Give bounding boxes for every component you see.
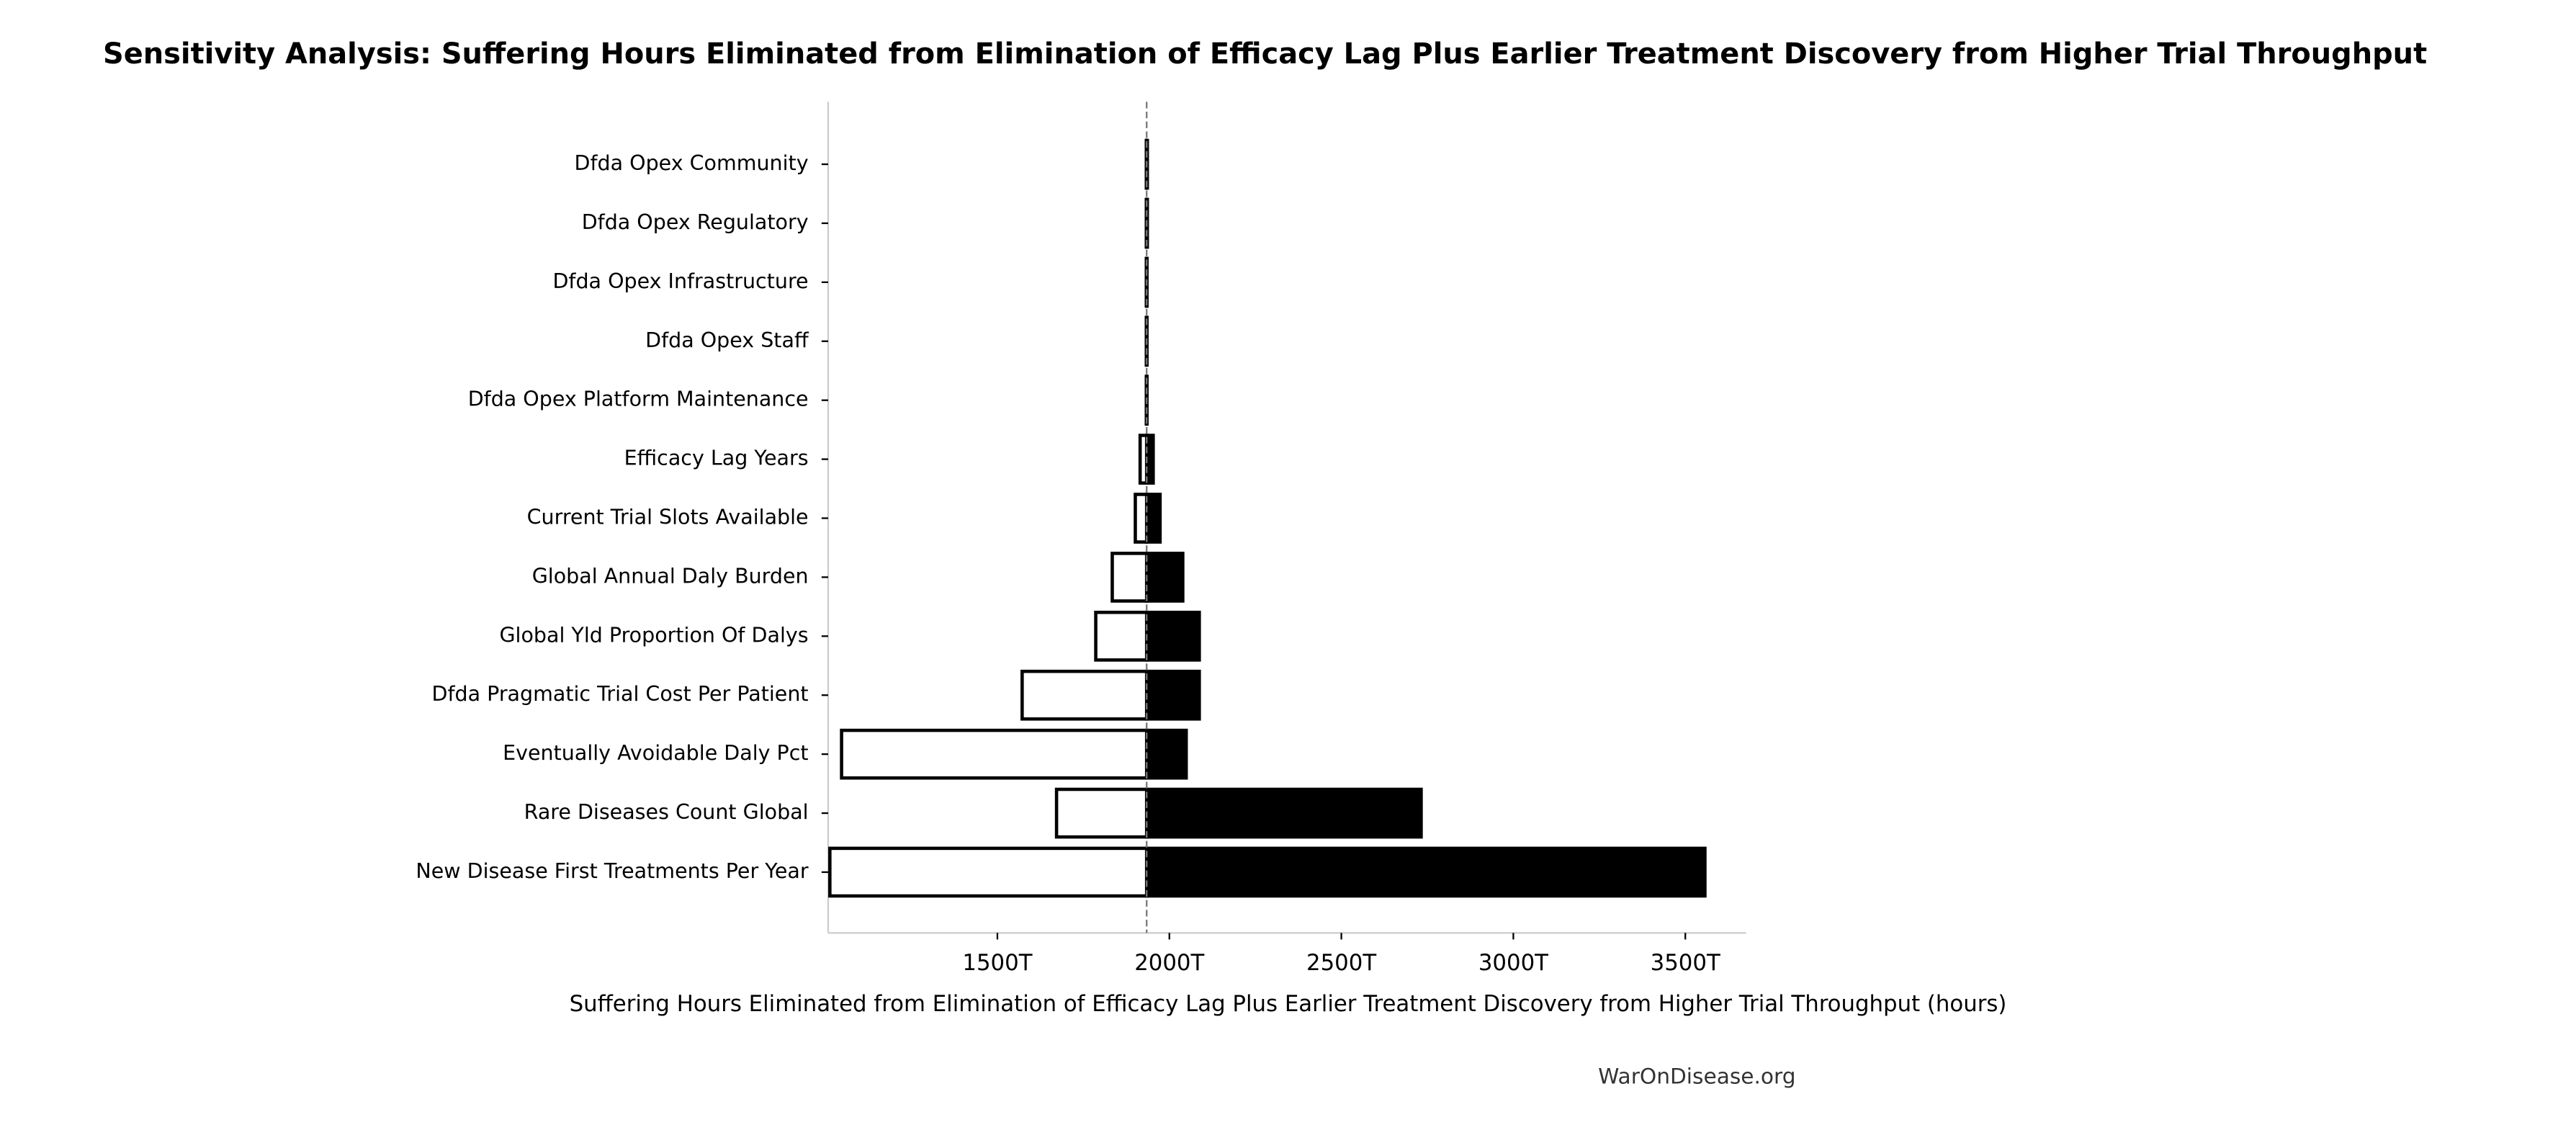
high-bar [1144,552,1185,603]
y-tick-label: Dfda Opex Platform Maintenance [468,387,809,411]
y-tick-label: Dfda Opex Staff [645,328,809,352]
y-tick-label: Global Yld Proportion Of Dalys [499,623,808,647]
y-tick-label: New Disease First Treatments Per Year [416,859,808,883]
high-bar [1144,669,1201,721]
y-tick-label: Dfda Opex Regulatory [582,210,809,234]
x-tick-label: 3500T [1651,950,1720,976]
high-bar [1144,493,1162,544]
high-bar [1144,434,1155,485]
y-tick-label: Efficacy Lag Years [624,447,809,470]
y-tick-label: Current Trial Slots Available [527,506,809,529]
y-tick-label: Eventually Avoidable Daly Pct [503,741,808,765]
high-bar [1144,728,1188,780]
low-bar [1054,787,1149,839]
low-bar [1094,610,1149,662]
x-axis-label: Suffering Hours Eliminated from Eliminat… [570,991,2007,1017]
source: WarOnDisease.org [1598,1064,1795,1089]
high-bar [1144,610,1201,662]
chart-title: Sensitivity Analysis: Suffering Hours El… [103,37,2427,71]
low-bar [1110,552,1149,603]
low-bar [828,846,1149,898]
x-tick-label: 2500T [1306,950,1376,976]
y-tick-label: Global Annual Daly Burden [532,564,809,588]
low-bar [1020,669,1149,721]
x-tick-label: 2000T [1134,950,1204,976]
low-bar [840,728,1149,780]
y-tick-label: Dfda Opex Community [575,151,809,175]
x-tick-label: 3000T [1478,950,1548,976]
x-tick-label: 1500T [962,950,1032,976]
y-tick-label: Dfda Opex Infrastructure [552,269,808,293]
low-bar [1134,493,1149,544]
y-tick-label: Rare Diseases Count Global [524,800,809,824]
high-bar [1144,787,1423,839]
high-bar [1144,846,1707,898]
y-tick-label: Dfda Pragmatic Trial Cost Per Patient [432,682,809,706]
